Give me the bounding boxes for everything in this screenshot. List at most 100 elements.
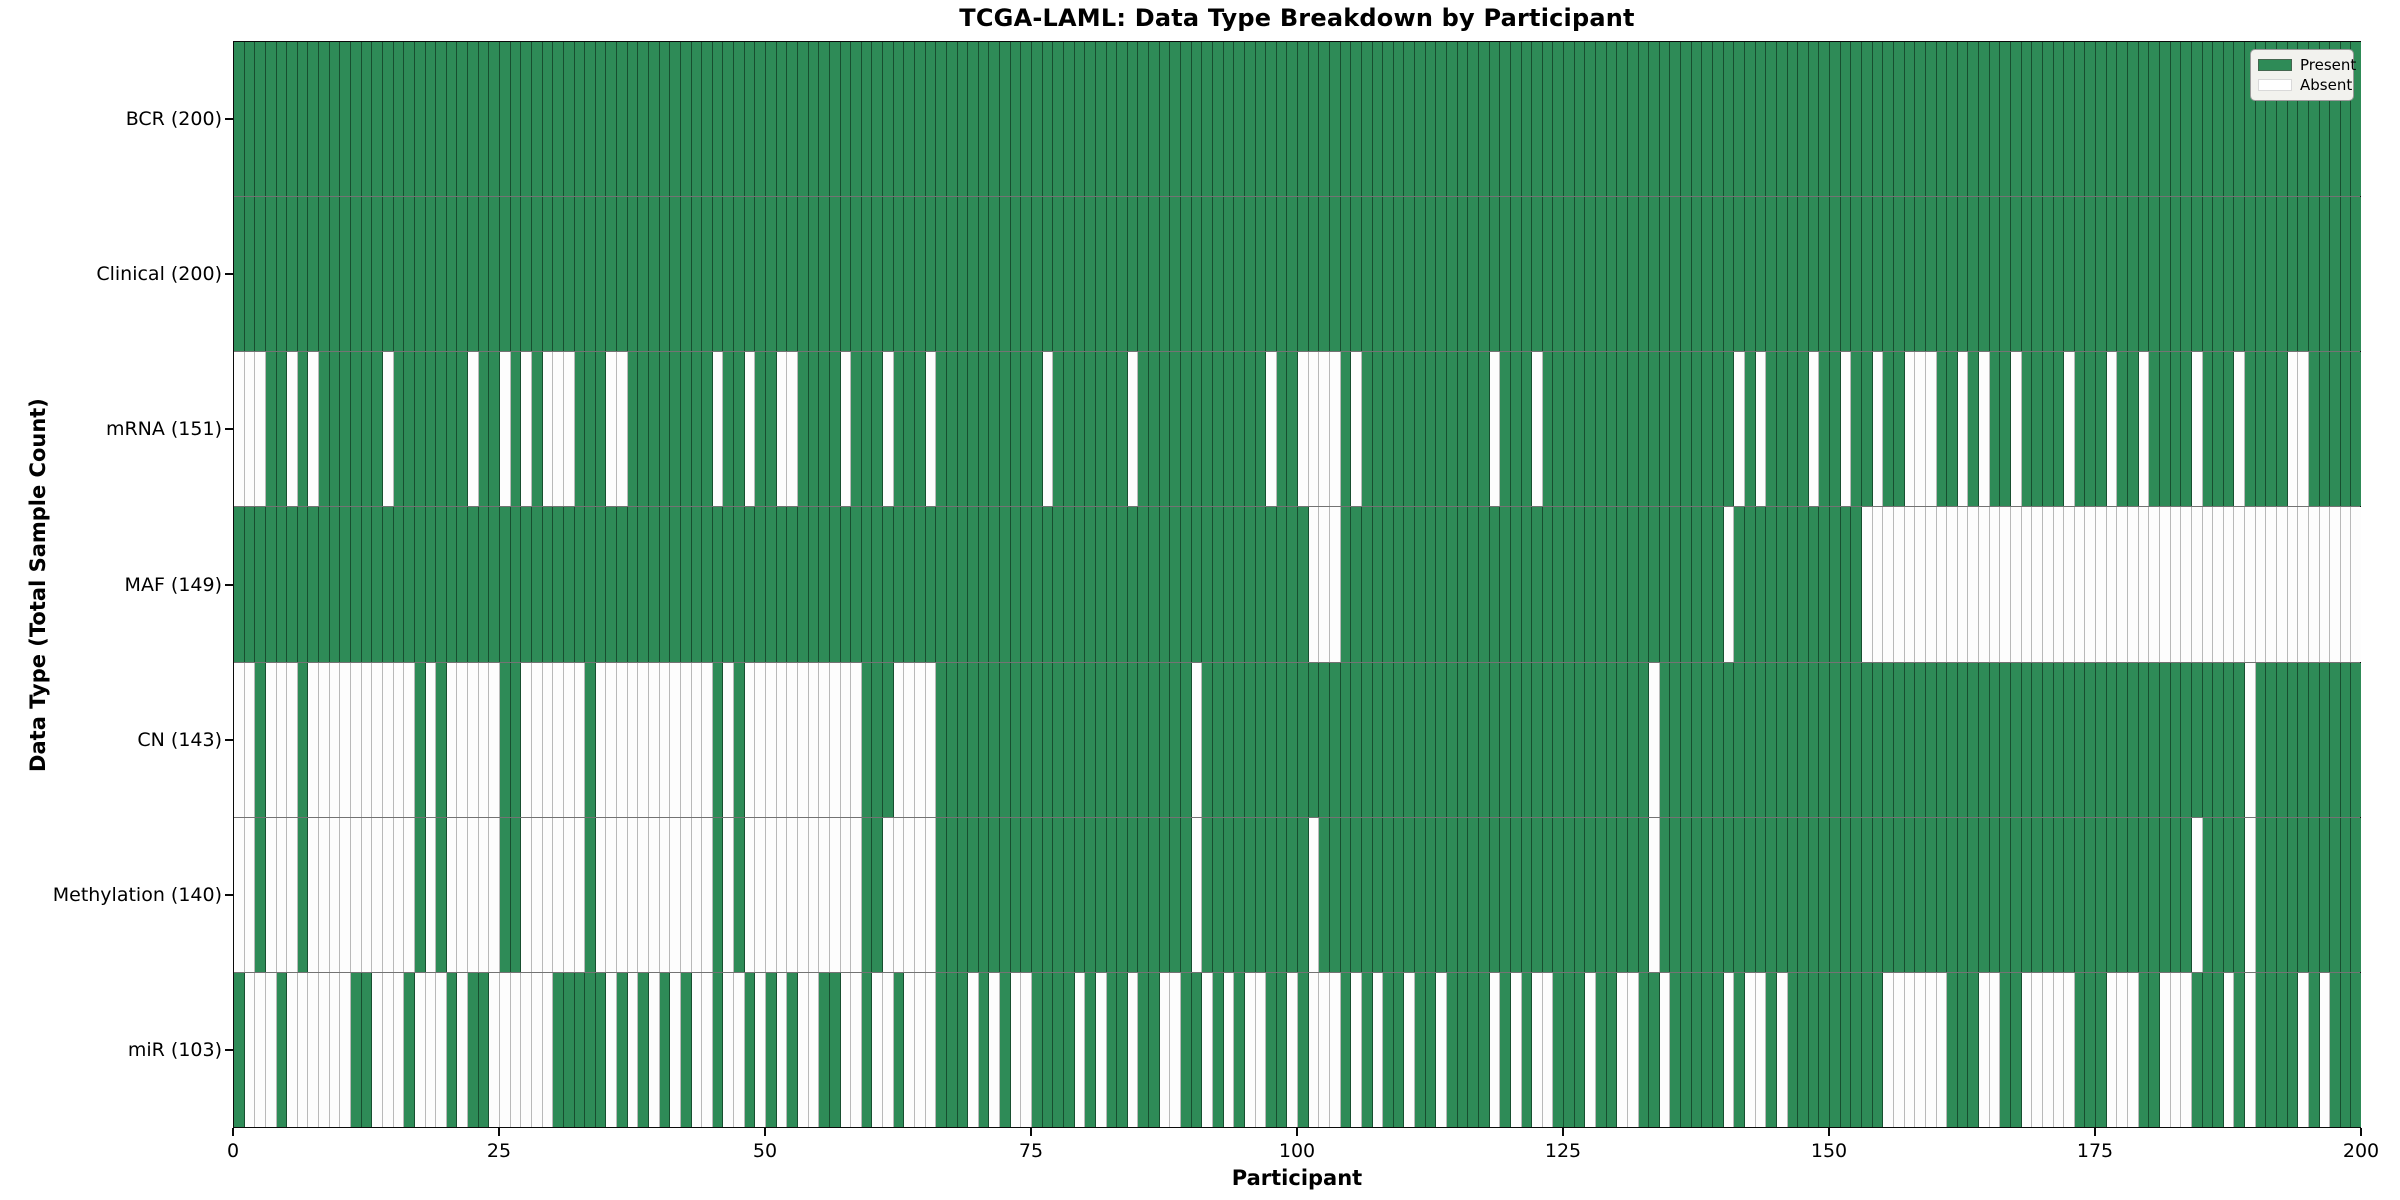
cell <box>1819 972 1831 1127</box>
cell <box>659 42 671 197</box>
cell <box>1191 197 1203 352</box>
cell <box>2202 507 2214 662</box>
cell <box>766 972 777 1127</box>
cell <box>414 972 426 1127</box>
cell <box>531 817 543 972</box>
cell <box>308 352 320 507</box>
cell <box>797 42 809 197</box>
cell <box>351 197 362 352</box>
cell <box>936 662 947 817</box>
cell <box>1436 42 1448 197</box>
cell <box>766 662 777 817</box>
cell <box>1713 42 1724 197</box>
cell <box>946 197 958 352</box>
cell <box>1032 817 1043 972</box>
cell <box>755 352 767 507</box>
cell <box>1957 662 1969 817</box>
cell <box>1329 817 1341 972</box>
cell <box>308 817 320 972</box>
cell <box>1074 662 1086 817</box>
cell <box>1532 197 1543 352</box>
cell <box>1659 42 1671 197</box>
cell <box>648 662 660 817</box>
cell <box>1521 352 1533 507</box>
cell <box>1244 197 1256 352</box>
cell <box>2330 507 2341 662</box>
cell <box>1840 197 1852 352</box>
cell <box>1681 662 1692 817</box>
cell <box>1872 507 1884 662</box>
ytick-mark <box>225 894 233 897</box>
cell <box>425 662 437 817</box>
cell <box>627 352 639 507</box>
cell <box>1276 817 1288 972</box>
cell <box>712 197 724 352</box>
cell <box>1223 42 1235 197</box>
cell <box>1383 817 1394 972</box>
cell <box>1266 197 1277 352</box>
cell <box>606 352 618 507</box>
cell <box>1744 352 1756 507</box>
cell <box>1447 197 1458 352</box>
cell <box>851 972 862 1127</box>
plot-area: Present Absent <box>233 41 2362 1128</box>
cell <box>1638 972 1650 1127</box>
cell <box>478 817 490 972</box>
cell <box>680 42 692 197</box>
cell <box>755 662 767 817</box>
cell <box>1851 42 1863 197</box>
cell <box>1404 352 1416 507</box>
cell <box>2000 662 2011 817</box>
cell <box>1032 972 1043 1127</box>
cell <box>489 972 501 1127</box>
cell <box>2010 817 2022 972</box>
cell <box>393 972 405 1127</box>
cell <box>1649 197 1660 352</box>
cell <box>2340 352 2352 507</box>
cell <box>627 817 639 972</box>
cell <box>702 352 713 507</box>
cell <box>382 817 394 972</box>
cell <box>287 352 298 507</box>
cell <box>1787 197 1799 352</box>
cell <box>489 42 501 197</box>
cell <box>829 507 841 662</box>
cell <box>2181 817 2192 972</box>
cell <box>1723 972 1735 1127</box>
cell <box>1840 507 1852 662</box>
cell <box>393 507 405 662</box>
cell <box>776 197 788 352</box>
cell <box>531 42 543 197</box>
cell <box>1468 817 1479 972</box>
cell <box>425 972 437 1127</box>
cell <box>819 197 830 352</box>
cell <box>1489 662 1501 817</box>
cell <box>1925 507 1937 662</box>
cell <box>585 817 596 972</box>
cell <box>1425 507 1437 662</box>
cell <box>1415 662 1426 817</box>
cell <box>1723 352 1735 507</box>
cell <box>2085 352 2097 507</box>
cell <box>2330 817 2341 972</box>
cell <box>2159 352 2171 507</box>
cell <box>617 817 628 972</box>
cell <box>872 662 884 817</box>
cell <box>2032 972 2043 1127</box>
cell <box>585 662 596 817</box>
cell <box>276 817 288 972</box>
cell <box>1915 507 1926 662</box>
xtick-mark <box>498 1128 500 1136</box>
cell <box>1840 817 1852 972</box>
cell <box>702 42 713 197</box>
cell <box>2128 42 2139 197</box>
cell <box>808 507 820 662</box>
cell <box>1606 662 1618 817</box>
cell <box>574 352 586 507</box>
cell <box>1968 817 1980 972</box>
cell <box>1127 817 1139 972</box>
cell <box>255 662 266 817</box>
cell <box>627 662 639 817</box>
cell <box>2042 817 2054 972</box>
cell <box>1979 42 1990 197</box>
